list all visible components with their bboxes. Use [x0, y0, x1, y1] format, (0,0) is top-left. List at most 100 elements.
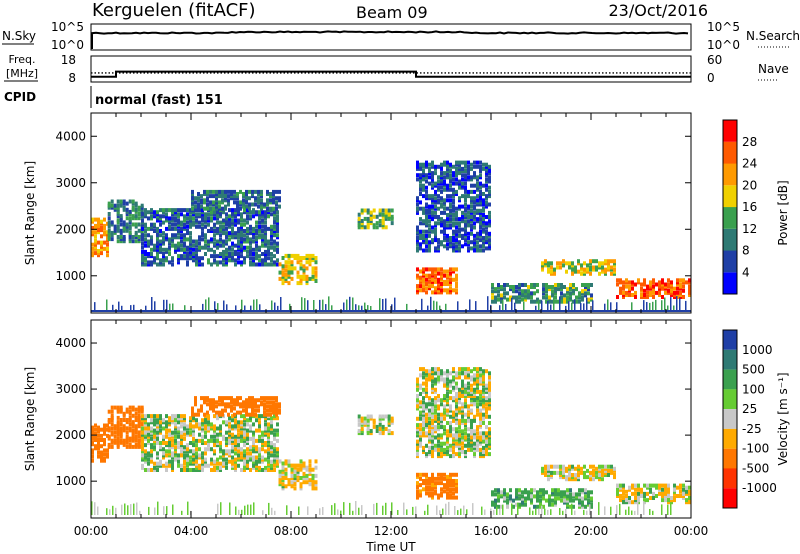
- echo-cell: [569, 492, 572, 497]
- echo-cell: [416, 273, 419, 278]
- echo-cell: [234, 457, 237, 462]
- echo-cell: [533, 494, 536, 499]
- echo-cell: [360, 431, 364, 436]
- echo-cell: [162, 447, 165, 452]
- echo-cell: [116, 415, 120, 420]
- echo-cell: [461, 177, 464, 182]
- echo-cell: [434, 286, 437, 291]
- echo-cell: [387, 210, 391, 215]
- echo-cell: [150, 453, 153, 458]
- echo-cell: [688, 278, 691, 283]
- ground-scatter-cell: [301, 297, 303, 310]
- echo-cell: [137, 434, 141, 439]
- echo-cell: [437, 164, 440, 169]
- echo-cell: [628, 293, 631, 297]
- echo-cell: [566, 504, 569, 509]
- echo-cell: [419, 179, 422, 184]
- echo-cell: [422, 229, 425, 234]
- echo-cell: [97, 217, 100, 222]
- echo-cell: [449, 187, 452, 192]
- echo-cell: [443, 244, 446, 249]
- echo-cell: [455, 371, 458, 376]
- echo-cell: [134, 424, 138, 429]
- echo-cell: [455, 248, 458, 253]
- echo-cell: [249, 216, 252, 221]
- echo-cell: [515, 490, 518, 495]
- echo-cell: [276, 224, 279, 229]
- echo-cell: [281, 486, 285, 491]
- echo-cell: [156, 229, 159, 233]
- echo-cell: [452, 445, 455, 450]
- echo-cell: [204, 216, 207, 221]
- echo-cell: [290, 467, 294, 472]
- echo-cell: [171, 430, 174, 435]
- echo-cell: [422, 240, 425, 245]
- echo-cell: [125, 409, 129, 414]
- echo-cell: [206, 202, 209, 207]
- echo-cell: [272, 189, 275, 194]
- echo-cell: [210, 247, 213, 252]
- echo-cell: [446, 369, 449, 374]
- ground-scatter-cell: [322, 299, 324, 310]
- echo-cell: [449, 219, 452, 224]
- echo-cell: [443, 431, 446, 436]
- echo-cell: [512, 498, 515, 503]
- echo-cell: [446, 288, 449, 293]
- ground-scatter-cell: [241, 509, 243, 515]
- echo-cell: [428, 375, 431, 380]
- echo-cell: [110, 220, 114, 225]
- echo-cell: [577, 269, 580, 274]
- echo-cell: [273, 220, 276, 225]
- echo-cell: [147, 226, 150, 231]
- echo-cell: [264, 258, 267, 263]
- echo-cell: [168, 252, 171, 256]
- echo-cell: [264, 430, 267, 435]
- echo-cell: [209, 400, 212, 405]
- echo-cell: [141, 226, 144, 231]
- echo-cell: [276, 241, 279, 246]
- echo-cell: [560, 299, 563, 304]
- echo-cell: [479, 452, 482, 457]
- echo-cell: [266, 202, 269, 207]
- echo-cell: [171, 463, 174, 468]
- echo-cell: [422, 219, 425, 224]
- echo-cell: [485, 225, 488, 230]
- echo-cell: [437, 404, 440, 409]
- ground-scatter-cell: [487, 296, 489, 310]
- echo-cell: [147, 241, 150, 246]
- echo-cell: [150, 216, 153, 221]
- echo-cell: [550, 475, 553, 480]
- echo-cell: [131, 199, 135, 204]
- echo-cell: [571, 477, 574, 482]
- echo-cell: [189, 426, 192, 431]
- echo-cell: [174, 445, 177, 450]
- echo-cell: [590, 297, 593, 302]
- echo-cell: [428, 219, 431, 224]
- echo-cell: [276, 222, 279, 227]
- echo-cell: [237, 455, 240, 460]
- echo-cell: [598, 468, 601, 473]
- echo-cell: [255, 252, 258, 256]
- ground-scatter-cell: [544, 508, 546, 515]
- echo-cell: [431, 491, 434, 496]
- echo-cell: [137, 438, 141, 443]
- echo-cell: [545, 287, 548, 292]
- echo-cell: [425, 196, 428, 201]
- echo-cell: [296, 463, 300, 468]
- echo-cell: [458, 375, 461, 380]
- echo-cell: [122, 224, 126, 229]
- echo-cell: [378, 414, 382, 419]
- echo-cell: [261, 258, 264, 263]
- echo-cell: [464, 427, 467, 432]
- ground-scatter-cell: [619, 503, 621, 515]
- echo-cell: [464, 231, 467, 236]
- echo-cell: [464, 189, 467, 194]
- echo-cell: [174, 243, 177, 248]
- echo-cell: [107, 442, 111, 447]
- echo-cell: [267, 451, 270, 456]
- echo-cell: [258, 258, 261, 263]
- echo-cell: [219, 224, 222, 229]
- echo-cell: [144, 455, 147, 460]
- echo-cell: [278, 480, 282, 485]
- echo-cell: [536, 283, 539, 287]
